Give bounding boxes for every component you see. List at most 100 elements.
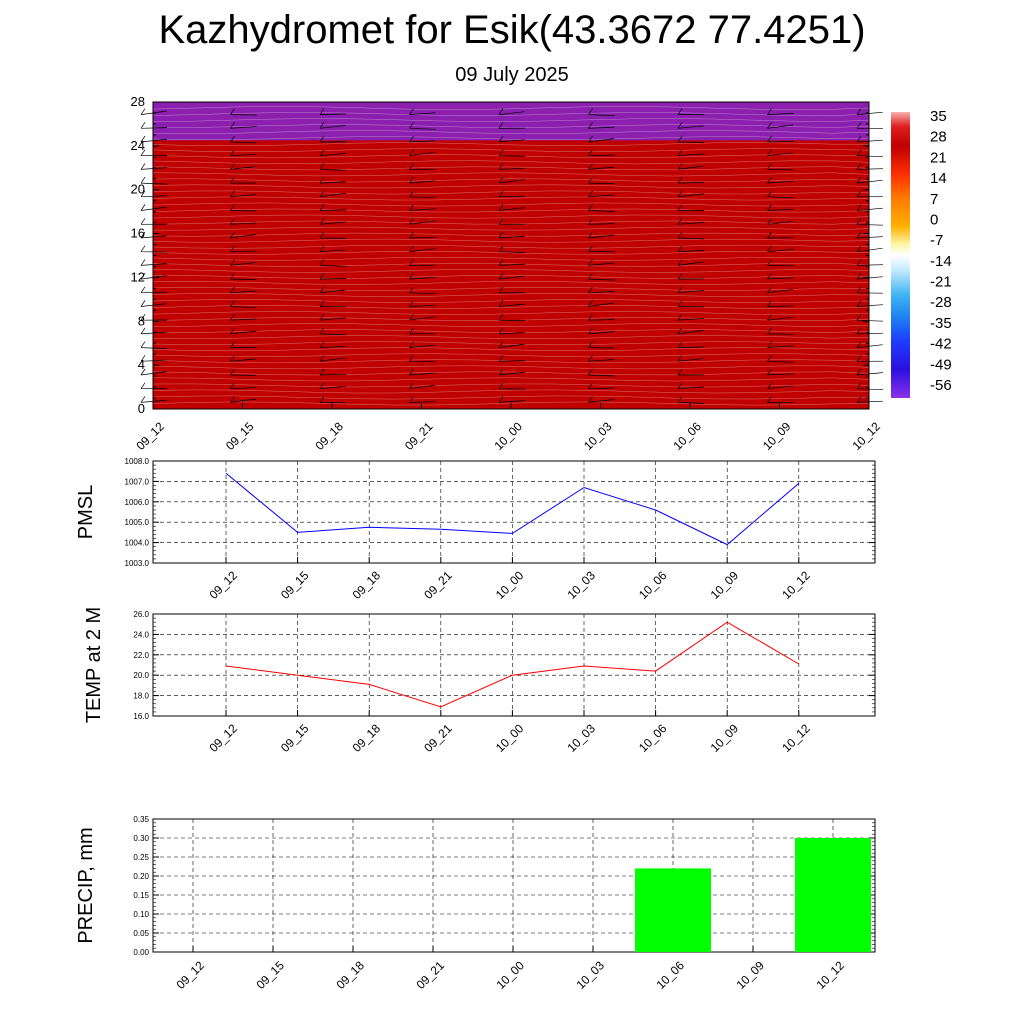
wind-barb — [498, 327, 525, 335]
chart-subtitle: 09 July 2025 — [455, 64, 569, 86]
wind-barb — [409, 163, 436, 170]
panel-xtick-label: 10_00 — [493, 568, 527, 602]
wind-barb — [588, 286, 615, 294]
contour-line — [152, 262, 870, 267]
wind-barb — [140, 176, 168, 185]
contour-lines — [152, 106, 870, 406]
wind-barb — [767, 341, 794, 348]
wind-barb — [498, 396, 525, 403]
wind-barb — [767, 176, 794, 184]
contour-line — [152, 359, 870, 364]
wind-barb — [409, 149, 436, 157]
heatmap-xtick-label: 10_00 — [491, 419, 525, 453]
wind-barb — [319, 163, 347, 171]
panel-2: 16.0 18.0 20.0 22.0 24.0 26.0 09_12 09_15 09_18 0… — [83, 607, 876, 755]
wind-barb — [319, 135, 347, 143]
wind-barb — [588, 396, 615, 403]
wind-barb — [230, 341, 257, 348]
wind-barb — [856, 286, 884, 294]
colorbar-label: -7 — [930, 232, 943, 249]
wind-barb — [140, 300, 167, 307]
colorbar-label: 28 — [930, 129, 947, 146]
panel-xtick-label: 09_18 — [350, 721, 384, 755]
wind-barb — [230, 355, 257, 362]
wind-barb — [409, 245, 436, 253]
contour-line — [152, 250, 870, 255]
panel-1: 1003.0 1004.0 1005.0 1006.0 1007.0 1008.0 09_1… — [75, 457, 876, 602]
wind-barb — [319, 382, 346, 390]
wind-barb — [140, 231, 167, 239]
wind-barb — [498, 259, 525, 266]
wind-barb — [230, 245, 257, 253]
contour-line — [152, 256, 870, 261]
wind-barb — [588, 231, 615, 239]
wind-barb — [856, 135, 883, 143]
wind-barb — [230, 259, 257, 266]
panel-ytick-label: 20.0 — [133, 671, 149, 680]
heatmap-ytick-label: 8 — [138, 313, 145, 328]
wind-barb — [767, 355, 794, 363]
wind-barb — [409, 327, 436, 335]
panel-xtick-label: 09_21 — [421, 568, 455, 602]
contour-line — [152, 112, 870, 116]
contour-line — [152, 160, 870, 165]
wind-barb — [677, 231, 705, 240]
contour-line — [152, 311, 870, 315]
wind-barb — [230, 135, 257, 144]
panel-xtick-label: 10_03 — [573, 958, 607, 992]
panel-xtick-label: 10_00 — [493, 721, 527, 755]
wind-barb — [319, 190, 346, 198]
wind-barb — [409, 218, 436, 225]
colorbar-label: -35 — [930, 315, 952, 332]
wind-barb — [230, 314, 257, 321]
colorbar-label: -42 — [930, 336, 952, 353]
contour-line — [152, 208, 870, 213]
panel-xtick-label: 10_06 — [636, 568, 670, 602]
contour-line — [152, 136, 870, 141]
wind-barb — [767, 245, 794, 253]
wind-barb — [856, 108, 883, 115]
wind-barb — [588, 122, 615, 129]
wind-barb — [588, 314, 615, 321]
contour-line — [152, 269, 870, 273]
wind-barb — [856, 149, 884, 158]
colorbar-label: 21 — [930, 149, 947, 166]
panel-xtick-label: 10_09 — [708, 721, 742, 755]
panel-ytick-label: 1005.0 — [125, 518, 150, 527]
wind-barb — [409, 382, 436, 390]
contour-line — [152, 166, 870, 171]
wind-barb — [319, 231, 347, 239]
wind-barb — [767, 314, 794, 321]
wind-barb — [230, 204, 257, 212]
contour-line — [152, 341, 870, 346]
wind-barb — [767, 286, 794, 294]
wind-barb — [319, 314, 346, 321]
contour-line — [152, 220, 870, 225]
wind-barb — [767, 135, 794, 143]
heatmap-xtick-label: 10_09 — [760, 419, 794, 453]
wind-barb — [140, 245, 168, 253]
contour-line — [152, 202, 870, 207]
wind-barb — [140, 135, 167, 143]
colorbar-label: -21 — [930, 274, 952, 291]
wind-barb — [140, 355, 167, 362]
wind-barb — [856, 163, 884, 170]
wind-barb — [319, 122, 346, 129]
panel-series-line — [225, 472, 800, 546]
contour-line — [152, 124, 870, 128]
heatmap-fill — [153, 102, 869, 409]
wind-barb — [677, 355, 704, 362]
wind-barbs — [140, 108, 884, 404]
wind-barb — [230, 382, 257, 390]
panel-xtick-label: 09_21 — [413, 958, 447, 992]
contour-line — [152, 389, 870, 394]
wind-barb — [498, 300, 525, 307]
contour-line — [152, 172, 870, 177]
wind-barb — [230, 368, 257, 376]
panel-ytick-label: 0.30 — [133, 834, 149, 843]
wind-barb — [588, 204, 615, 212]
panel-frame — [152, 613, 876, 717]
wind-barb — [677, 218, 704, 225]
wind-barb — [140, 122, 168, 129]
panel-ytick-label: 16.0 — [133, 712, 149, 721]
